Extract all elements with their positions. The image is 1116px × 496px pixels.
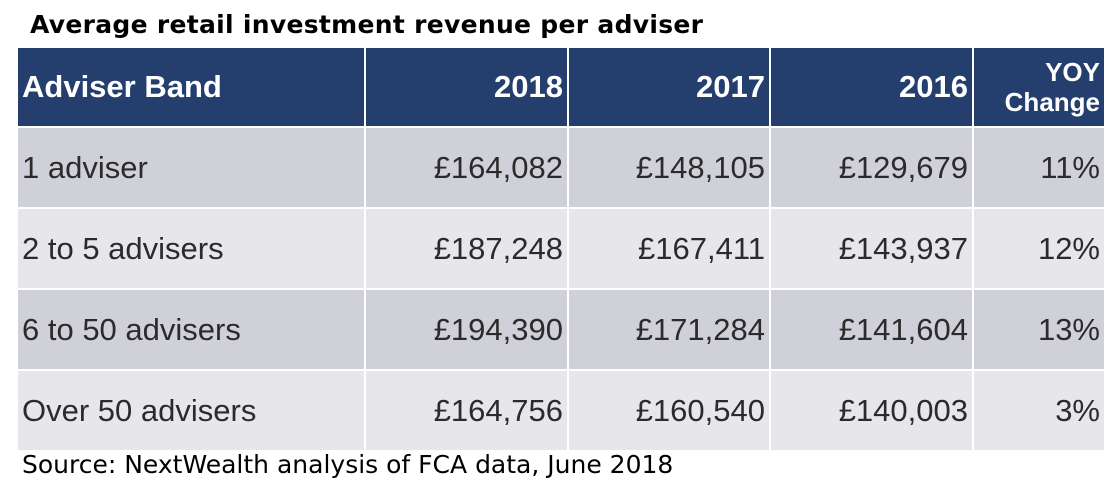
table-row: 1 adviser £164,082 £148,105 £129,679 11%	[18, 127, 1104, 209]
row-label-cell: 1 adviser	[18, 127, 366, 209]
row-label-cell: Over 50 advisers	[18, 370, 366, 452]
column-header-yoy-change: YOY Change	[973, 48, 1104, 128]
value-cell-2018: £194,390	[365, 289, 569, 371]
source-note: Source: NextWealth analysis of FCA data,…	[22, 450, 674, 479]
table-header-row: Adviser Band 2018 2017 2016 YOY Change	[18, 48, 1104, 128]
yoy-change-cell: 12%	[973, 208, 1104, 290]
yoy-change-cell: 11%	[973, 127, 1104, 209]
value-cell-2018: £164,756	[365, 370, 569, 452]
chart-title: Average retail investment revenue per ad…	[30, 10, 704, 39]
yoy-change-cell: 3%	[973, 370, 1104, 452]
value-cell-2016: £141,604	[770, 289, 974, 371]
value-cell-2018: £187,248	[365, 208, 569, 290]
column-header-2018: 2018	[365, 48, 569, 128]
value-cell-2016: £140,003	[770, 370, 974, 452]
revenue-table: Adviser Band 2018 2017 2016 YOY Change 1…	[18, 48, 1104, 452]
value-cell-2018: £164,082	[365, 127, 569, 209]
row-label-cell: 6 to 50 advisers	[18, 289, 366, 371]
row-label-cell: 2 to 5 advisers	[18, 208, 366, 290]
table-row: 6 to 50 advisers £194,390 £171,284 £141,…	[18, 289, 1104, 371]
value-cell-2017: £167,411	[568, 208, 771, 290]
value-cell-2016: £129,679	[770, 127, 974, 209]
value-cell-2017: £160,540	[568, 370, 771, 452]
table-row: 2 to 5 advisers £187,248 £167,411 £143,9…	[18, 208, 1104, 290]
column-header-2016: 2016	[770, 48, 974, 128]
value-cell-2016: £143,937	[770, 208, 974, 290]
value-cell-2017: £171,284	[568, 289, 771, 371]
column-header-adviser-band: Adviser Band	[18, 48, 366, 128]
table-row: Over 50 advisers £164,756 £160,540 £140,…	[18, 370, 1104, 452]
column-header-2017: 2017	[568, 48, 771, 128]
value-cell-2017: £148,105	[568, 127, 771, 209]
yoy-change-cell: 13%	[973, 289, 1104, 371]
